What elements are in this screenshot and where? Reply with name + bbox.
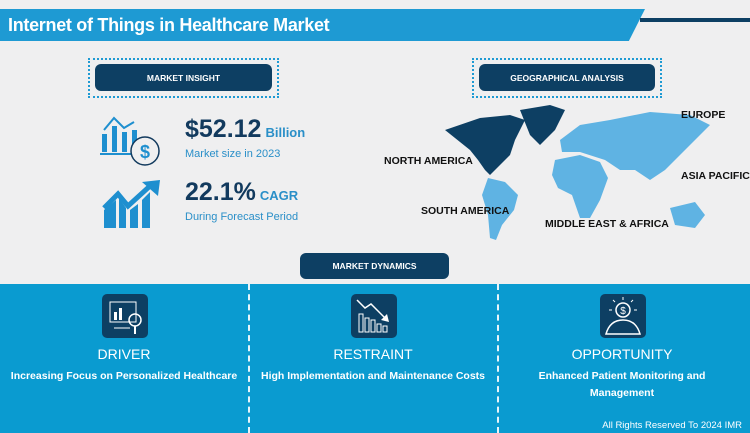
- divider: [248, 284, 250, 433]
- analytics-monitor-icon: [102, 294, 148, 338]
- copyright-footer: All Rights Reserved To 2024 IMR: [602, 420, 742, 431]
- growth-chart-icon: [102, 180, 160, 228]
- declining-chart-icon: [351, 294, 397, 338]
- divider: [497, 284, 499, 433]
- region-europe: EUROPE: [681, 109, 726, 121]
- market-dynamics-label: MARKET DYNAMICS: [300, 253, 449, 279]
- cagr: 22.1% CAGR: [185, 178, 298, 207]
- geo-label: GEOGRAPHICAL ANALYSIS: [479, 64, 655, 91]
- region-north-america: NORTH AMERICA: [384, 155, 473, 167]
- svg-text:$: $: [620, 306, 626, 317]
- eurasia-shape: [560, 112, 710, 180]
- africa-shape: [552, 155, 608, 218]
- restraint-title: RESTRAINT: [333, 346, 413, 362]
- header-line: [640, 18, 750, 22]
- opportunity-title: OPPORTUNITY: [571, 346, 673, 362]
- cagr-value: 22.1%: [185, 178, 256, 206]
- restraint-text: High Implementation and Maintenance Cost…: [260, 370, 486, 382]
- market-size-value: $52.12: [185, 115, 262, 143]
- region-south-america: SOUTH AMERICA: [421, 205, 510, 217]
- region-asia-pacific: ASIA PACIFIC: [681, 170, 750, 182]
- dollar-lightbulb-icon: $: [600, 294, 646, 338]
- market-size-caption: Market size in 2023: [185, 148, 281, 160]
- restraint-card: RESTRAINT High Implementation and Mainte…: [249, 284, 497, 433]
- cagr-caption: During Forecast Period: [185, 211, 299, 223]
- market-size: $52.12 Billion: [185, 115, 305, 144]
- header-banner: [0, 9, 645, 41]
- driver-card: DRIVER Increasing Focus on Personalized …: [0, 284, 248, 433]
- south-america-shape: [482, 178, 518, 240]
- driver-text: Increasing Focus on Personalized Healthc…: [10, 370, 238, 382]
- opportunity-card: $ OPPORTUNITY Enhanced Patient Monitorin…: [498, 284, 746, 433]
- opportunity-text: Enhanced Patient Monitoring and Manageme…: [538, 370, 706, 399]
- region-mea: MIDDLE EAST & AFRICA: [545, 218, 669, 230]
- geo-frame: [472, 58, 662, 98]
- svg-text:$: $: [140, 142, 150, 162]
- market-size-icon: $: [100, 116, 160, 166]
- cagr-unit: CAGR: [259, 188, 299, 203]
- north-america-shape: [445, 105, 565, 175]
- world-map: [445, 105, 710, 240]
- page-title: Internet of Things in Healthcare Market: [8, 15, 330, 35]
- market-insight-label: MARKET INSIGHT: [95, 64, 272, 91]
- market-insight-frame: [88, 58, 279, 98]
- driver-title: DRIVER: [97, 346, 151, 362]
- market-size-unit: Billion: [265, 125, 306, 140]
- australia-shape: [670, 202, 705, 228]
